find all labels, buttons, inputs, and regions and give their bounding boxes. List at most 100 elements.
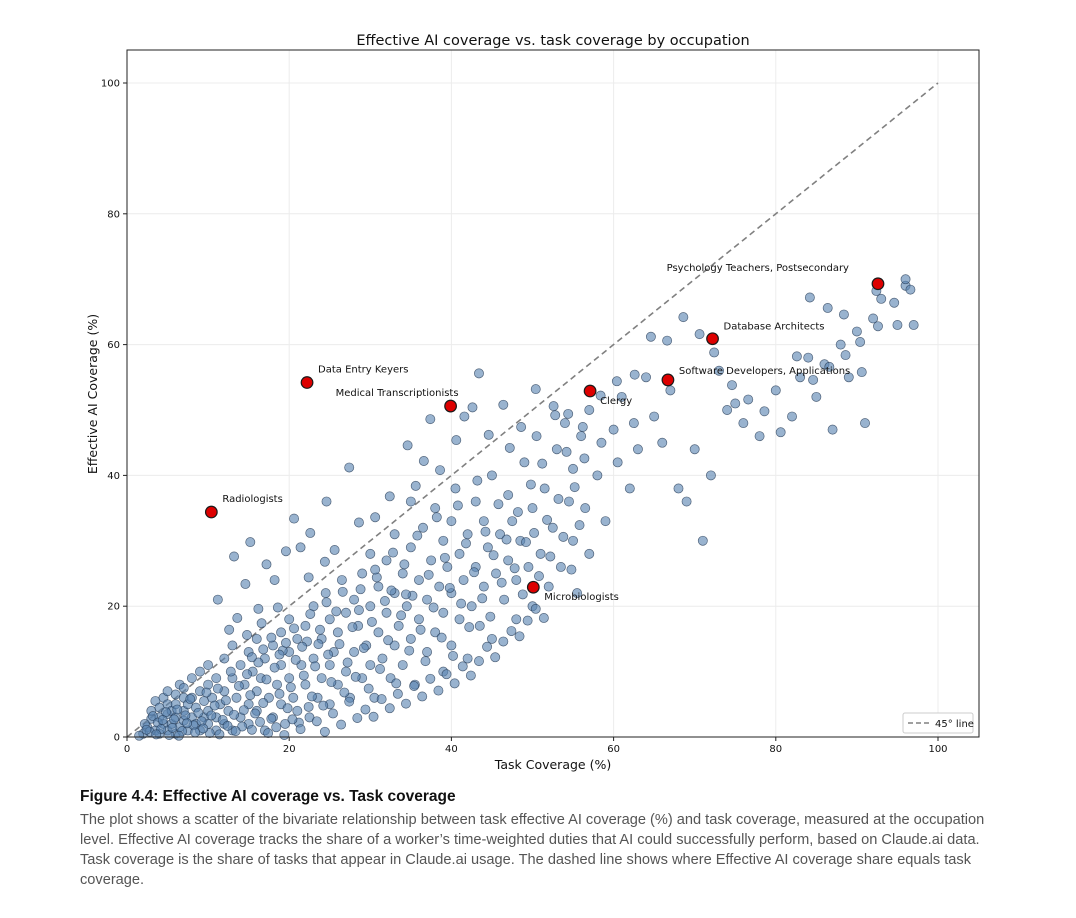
data-point	[141, 724, 152, 735]
data-point	[551, 444, 562, 455]
data-point	[827, 424, 838, 435]
data-point	[412, 530, 423, 541]
data-point	[402, 440, 413, 451]
data-point	[527, 503, 538, 514]
data-point	[465, 670, 476, 681]
data-point	[503, 490, 514, 500]
data-point	[673, 483, 684, 494]
data-point	[662, 335, 673, 346]
data-point	[399, 559, 410, 570]
data-point	[272, 679, 282, 690]
data-point	[507, 516, 518, 527]
highlight-label: Clergy	[600, 396, 632, 407]
highlight-point	[871, 277, 885, 291]
data-point	[548, 401, 559, 412]
data-point	[269, 662, 280, 673]
data-point	[229, 709, 240, 720]
data-point	[730, 398, 741, 409]
data-point	[232, 613, 243, 623]
data-point	[365, 548, 376, 559]
data-point	[209, 700, 220, 711]
data-point	[305, 609, 316, 619]
caption-title: Figure 4.4: Effective AI coverage vs. Ta…	[80, 788, 456, 805]
data-point	[487, 633, 497, 644]
data-point	[389, 529, 400, 540]
data-point	[426, 555, 437, 566]
data-point	[628, 418, 639, 429]
x-tick-label: 80	[769, 744, 782, 755]
data-point	[657, 437, 668, 448]
data-point	[436, 632, 447, 643]
data-point	[334, 639, 345, 650]
data-point	[514, 631, 525, 642]
data-point	[292, 633, 303, 644]
data-point	[258, 644, 269, 655]
data-point	[414, 575, 424, 585]
data-point	[405, 542, 416, 553]
data-point	[169, 714, 179, 725]
data-point	[516, 422, 527, 432]
data-point	[452, 500, 463, 511]
data-point	[428, 602, 439, 613]
data-point	[808, 374, 819, 385]
data-point	[466, 601, 477, 612]
data-point	[550, 410, 561, 421]
data-point	[289, 623, 300, 634]
y-tick-label: 80	[107, 209, 120, 220]
data-point	[245, 537, 256, 548]
data-point	[444, 582, 455, 593]
highlight-point	[300, 376, 314, 389]
data-point	[297, 641, 308, 652]
data-point	[242, 630, 252, 640]
data-point	[485, 611, 496, 622]
data-point	[770, 385, 781, 396]
highlight-point	[204, 505, 218, 519]
scatter-chart: Radiologists Data Entry Keyers Medical Tra…	[85, 33, 980, 772]
data-point	[641, 372, 651, 383]
data-point	[401, 589, 411, 600]
data-point	[384, 491, 395, 502]
data-point	[900, 274, 911, 285]
data-point	[462, 529, 473, 540]
data-point	[282, 703, 293, 714]
data-point	[224, 624, 235, 635]
data-point	[474, 620, 485, 631]
data-point	[368, 711, 379, 722]
data-point	[405, 633, 416, 644]
data-point	[173, 730, 184, 741]
data-point	[240, 579, 251, 589]
x-tick-label: 100	[928, 744, 947, 755]
data-point	[261, 559, 272, 570]
data-point	[574, 520, 585, 531]
data-point	[493, 499, 504, 510]
data-point	[391, 678, 402, 689]
data-point	[222, 720, 233, 731]
data-point	[172, 704, 183, 715]
data-point	[709, 347, 720, 358]
data-point	[547, 522, 558, 533]
data-point	[559, 418, 570, 429]
data-point	[511, 614, 522, 625]
data-point	[787, 411, 797, 422]
data-point	[454, 614, 465, 625]
data-point	[678, 312, 689, 323]
data-point	[410, 480, 421, 491]
data-point	[438, 535, 449, 546]
data-point	[512, 507, 523, 517]
data-point	[253, 657, 264, 668]
data-point	[539, 483, 550, 494]
data-point	[274, 649, 285, 660]
data-point	[227, 640, 238, 651]
data-point	[353, 605, 364, 616]
data-point	[458, 575, 469, 585]
data-point	[435, 465, 445, 476]
data-point	[843, 372, 854, 383]
data-point	[358, 643, 369, 654]
legend-box	[902, 712, 974, 734]
data-point	[235, 660, 246, 671]
data-point	[337, 586, 348, 597]
data-point	[530, 384, 541, 395]
data-point	[336, 575, 347, 585]
data-point	[535, 548, 546, 559]
data-point	[401, 698, 411, 709]
